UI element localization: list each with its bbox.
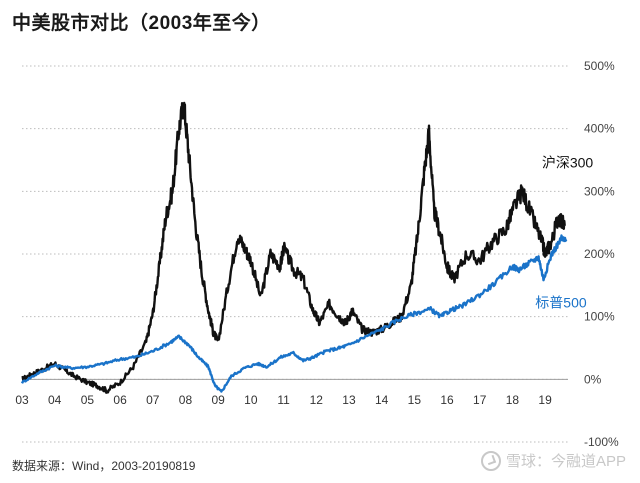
y-tick-label: 300% <box>584 184 615 198</box>
x-tick-label: 14 <box>375 393 389 407</box>
x-tick-label: 16 <box>440 393 454 407</box>
csi300-series-line <box>21 101 566 394</box>
x-tick-label: 11 <box>277 393 290 407</box>
csi300-label: 沪深300 <box>542 155 594 171</box>
x-tick-label: 10 <box>244 393 258 407</box>
x-tick-label: 13 <box>342 393 356 407</box>
x-tick-label: 05 <box>81 393 95 407</box>
x-tick-label: 06 <box>113 393 127 407</box>
sp500-series-line <box>20 234 568 393</box>
gridlines <box>22 65 568 443</box>
x-tick-label: 17 <box>473 393 487 407</box>
source-note: 数据来源：Wind，2003-20190819 <box>12 459 196 473</box>
y-tick-label: 0% <box>584 372 602 386</box>
series-lines <box>20 101 568 394</box>
y-axis-ticks: 500% 400% 300% 200% 100% 0% -100% <box>584 59 619 449</box>
y-tick-label: 100% <box>584 310 615 324</box>
x-tick-label: 04 <box>48 393 62 407</box>
watermark-text: 雪球：今融道APP <box>505 453 626 470</box>
x-tick-label: 07 <box>146 393 160 407</box>
y-tick-label: 400% <box>584 122 615 136</box>
y-tick-label: -100% <box>584 435 619 449</box>
y-tick-label: 200% <box>584 247 615 261</box>
sp500-label: 标普500 <box>535 294 587 310</box>
snowball-logo-icon <box>480 450 501 471</box>
x-tick-label: 09 <box>211 393 225 407</box>
x-axis-ticks: 03 04 05 06 07 08 09 10 11 12 13 14 15 16 17 18 19 <box>15 393 552 407</box>
x-tick-label: 18 <box>506 393 520 407</box>
x-tick-label: 15 <box>408 393 422 407</box>
chart-title: 中美股市对比（2003年至今） <box>12 13 271 34</box>
series-labels: 沪深300 标普500 <box>535 155 593 311</box>
watermark: 雪球：今融道APP <box>480 450 626 471</box>
x-tick-label: 08 <box>179 393 193 407</box>
y-tick-label: 500% <box>584 59 615 73</box>
x-tick-label: 03 <box>15 393 29 407</box>
x-tick-label: 12 <box>310 393 324 407</box>
x-tick-label: 19 <box>538 393 552 407</box>
